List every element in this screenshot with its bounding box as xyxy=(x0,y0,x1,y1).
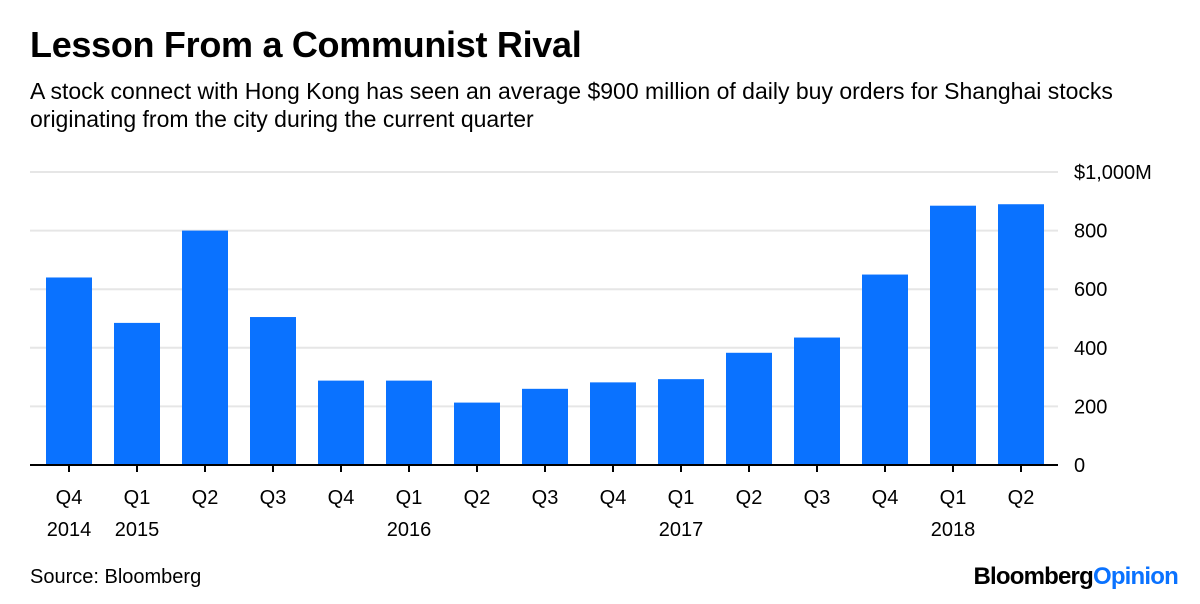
bar xyxy=(250,317,296,465)
source-note: Source: Bloomberg xyxy=(30,566,202,588)
x-tick-label: Q3 xyxy=(260,487,287,509)
x-tick-label: Q4 xyxy=(328,487,355,509)
bar xyxy=(930,205,976,465)
x-tick-label: Q1 xyxy=(396,487,423,509)
bar xyxy=(998,204,1044,466)
brand-bloomberg: Bloomberg xyxy=(973,563,1093,590)
bar xyxy=(658,379,704,465)
bar xyxy=(46,277,92,465)
x-year-label: 2018 xyxy=(931,519,976,541)
x-tick-label: Q1 xyxy=(668,487,695,509)
x-year-label: 2015 xyxy=(115,519,160,541)
brand-opinion: Opinion xyxy=(1092,563,1179,590)
y-tick-label: $1,000M xyxy=(1074,162,1152,184)
bar xyxy=(794,337,840,465)
x-tick-label: Q3 xyxy=(804,487,831,509)
bar xyxy=(522,388,568,465)
chart-title: Lesson From a Communist Rival xyxy=(30,24,582,65)
bars xyxy=(46,204,1044,466)
y-tick-label: 800 xyxy=(1074,221,1107,243)
x-axis xyxy=(30,464,1058,472)
x-year-label: 2017 xyxy=(659,519,704,541)
y-tick-label: 600 xyxy=(1074,279,1107,301)
x-year-label: 2014 xyxy=(47,519,92,541)
x-tick-label: Q3 xyxy=(532,487,559,509)
y-tick-label: 400 xyxy=(1074,338,1107,360)
bloomberg-opinion-logo: BloombergOpinion xyxy=(973,563,1178,591)
bar xyxy=(454,402,500,465)
x-tick-label: Q2 xyxy=(736,487,763,509)
y-axis-labels: 0 200 400 600 800 $1,000M xyxy=(1074,162,1152,477)
y-tick-label: 200 xyxy=(1074,396,1107,418)
x-axis-labels: Q4 2014 Q1 2015 Q2 Q3 Q4 Q1 2016 Q2 Q3 Q4 Q1 2017 Q2 Q3… xyxy=(47,487,1035,541)
x-tick-label: Q4 xyxy=(600,487,627,509)
x-year-label: 2016 xyxy=(387,519,432,541)
bar xyxy=(182,230,228,465)
x-tick-label: Q2 xyxy=(192,487,219,509)
x-tick-label: Q2 xyxy=(1008,487,1035,509)
x-tick-label: Q1 xyxy=(940,487,967,509)
bar xyxy=(726,352,772,465)
bar xyxy=(590,382,636,465)
x-tick-label: Q4 xyxy=(56,487,83,509)
bar xyxy=(862,274,908,465)
chart-subtitle: A stock connect with Hong Kong has seen … xyxy=(30,78,1113,132)
x-tick-label: Q4 xyxy=(872,487,899,509)
bar xyxy=(114,322,160,465)
x-tick-label: Q1 xyxy=(124,487,151,509)
bar xyxy=(386,380,432,465)
bar xyxy=(318,380,364,465)
x-tick-label: Q2 xyxy=(464,487,491,509)
y-tick-label: 0 xyxy=(1074,455,1085,477)
